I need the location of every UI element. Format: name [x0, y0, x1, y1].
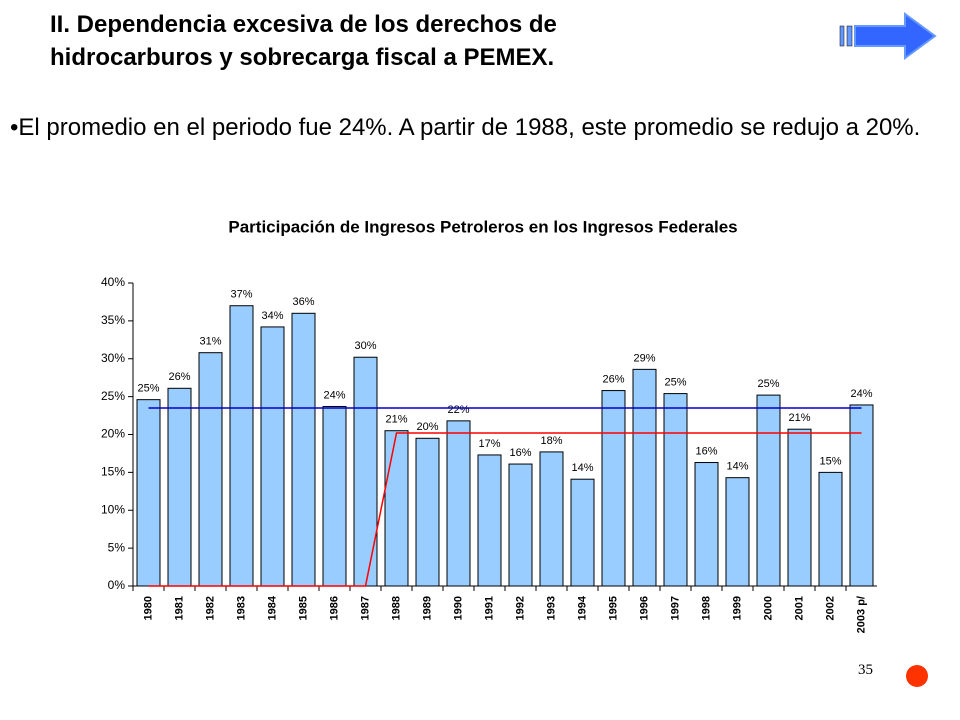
- bar: [446, 420, 471, 587]
- bar: [694, 462, 719, 587]
- data-label: 24%: [850, 388, 872, 400]
- x-tick-label: 1990: [452, 596, 464, 620]
- x-tick-label: 1995: [607, 596, 619, 620]
- x-tick-label: 2003 p/: [855, 596, 867, 633]
- bar: [849, 404, 874, 587]
- data-label: 25%: [664, 377, 686, 389]
- bar: [415, 437, 440, 587]
- y-tick-label: 15%: [101, 465, 125, 479]
- bar: [260, 326, 285, 587]
- slide-title: II. Dependencia excesiva de los derechos…: [50, 8, 557, 74]
- bar: [725, 477, 750, 587]
- next-arrow[interactable]: [839, 12, 937, 60]
- data-label: 24%: [323, 389, 345, 401]
- bar: [570, 478, 595, 587]
- bar: [353, 356, 378, 587]
- bar: [539, 451, 564, 587]
- data-label: 37%: [230, 289, 252, 301]
- title-line: II. Dependencia excesiva de los derechos…: [50, 11, 557, 38]
- x-tick-label: 2001: [793, 596, 805, 620]
- bar: [787, 428, 812, 587]
- data-label: 17%: [478, 438, 500, 450]
- data-label: 16%: [509, 447, 531, 459]
- bar: [756, 394, 781, 587]
- bar: [136, 399, 161, 587]
- bar: [632, 368, 657, 587]
- x-tick-label: 1992: [514, 596, 526, 620]
- data-label: 21%: [788, 412, 810, 424]
- x-tick-label: 1980: [142, 596, 154, 620]
- x-tick-label: 1981: [173, 596, 185, 620]
- bar: [322, 405, 347, 587]
- y-tick-label: 10%: [101, 502, 125, 516]
- y-tick-label: 40%: [101, 275, 125, 289]
- data-label: 25%: [757, 378, 779, 390]
- data-label: 30%: [354, 340, 376, 352]
- bar: [167, 387, 192, 587]
- x-tick-label: 1987: [359, 596, 371, 620]
- data-label: 25%: [137, 383, 159, 395]
- red-dot: [906, 665, 928, 687]
- y-tick-label: 20%: [101, 427, 125, 441]
- data-label: 34%: [261, 310, 283, 322]
- y-tick-label: 30%: [101, 351, 125, 365]
- bar: [508, 463, 533, 587]
- bar: [229, 305, 254, 587]
- data-label: 21%: [385, 414, 407, 426]
- y-tick-label: 5%: [108, 540, 126, 554]
- data-label: 36%: [292, 296, 314, 308]
- x-tick-label: 1982: [204, 596, 216, 620]
- reference-line: [148, 432, 862, 587]
- data-label: 26%: [168, 371, 190, 383]
- x-tick-label: 1986: [328, 596, 340, 620]
- data-label: 29%: [633, 352, 655, 364]
- x-tick-label: 1993: [545, 596, 557, 620]
- x-tick-label: 1988: [390, 596, 402, 620]
- bar: [384, 430, 409, 587]
- y-tick-label: 35%: [101, 313, 125, 327]
- bar: [198, 352, 223, 587]
- y-tick-label: 25%: [101, 389, 125, 403]
- x-tick-label: 1984: [266, 595, 278, 620]
- x-tick-label: 1989: [421, 596, 433, 620]
- x-tick-label: 2000: [762, 596, 774, 620]
- bar: [818, 471, 843, 587]
- x-tick-label: 1997: [669, 596, 681, 620]
- data-label: 22%: [447, 404, 469, 416]
- data-label: 15%: [819, 455, 841, 467]
- title-line: hidrocarburos y sobrecarga fiscal a PEME…: [50, 44, 555, 71]
- x-tick-label: 1999: [731, 596, 743, 620]
- data-label: 20%: [416, 421, 438, 433]
- data-label: 18%: [540, 435, 562, 447]
- data-label: 16%: [695, 445, 717, 457]
- x-tick-label: 2002: [824, 596, 836, 620]
- bar: [601, 390, 626, 587]
- x-tick-label: 1983: [235, 596, 247, 620]
- chart-title: Participación de Ingresos Petroleros en …: [228, 217, 737, 236]
- x-tick-label: 1991: [483, 596, 495, 620]
- data-label: 31%: [199, 336, 221, 348]
- bullet-text: El promedio en el periodo fue 24%. A par…: [10, 112, 955, 144]
- bar: [291, 312, 316, 587]
- y-tick-label: 0%: [108, 578, 126, 592]
- data-label: 14%: [571, 462, 593, 474]
- x-tick-label: 1985: [297, 596, 309, 620]
- bar: [663, 393, 688, 587]
- x-tick-label: 1996: [638, 596, 650, 620]
- data-label: 26%: [602, 373, 624, 385]
- page-number: 35: [858, 662, 873, 678]
- bar: [477, 454, 502, 587]
- x-tick-label: 1994: [576, 595, 588, 620]
- x-tick-label: 1998: [700, 596, 712, 620]
- data-label: 14%: [726, 461, 748, 473]
